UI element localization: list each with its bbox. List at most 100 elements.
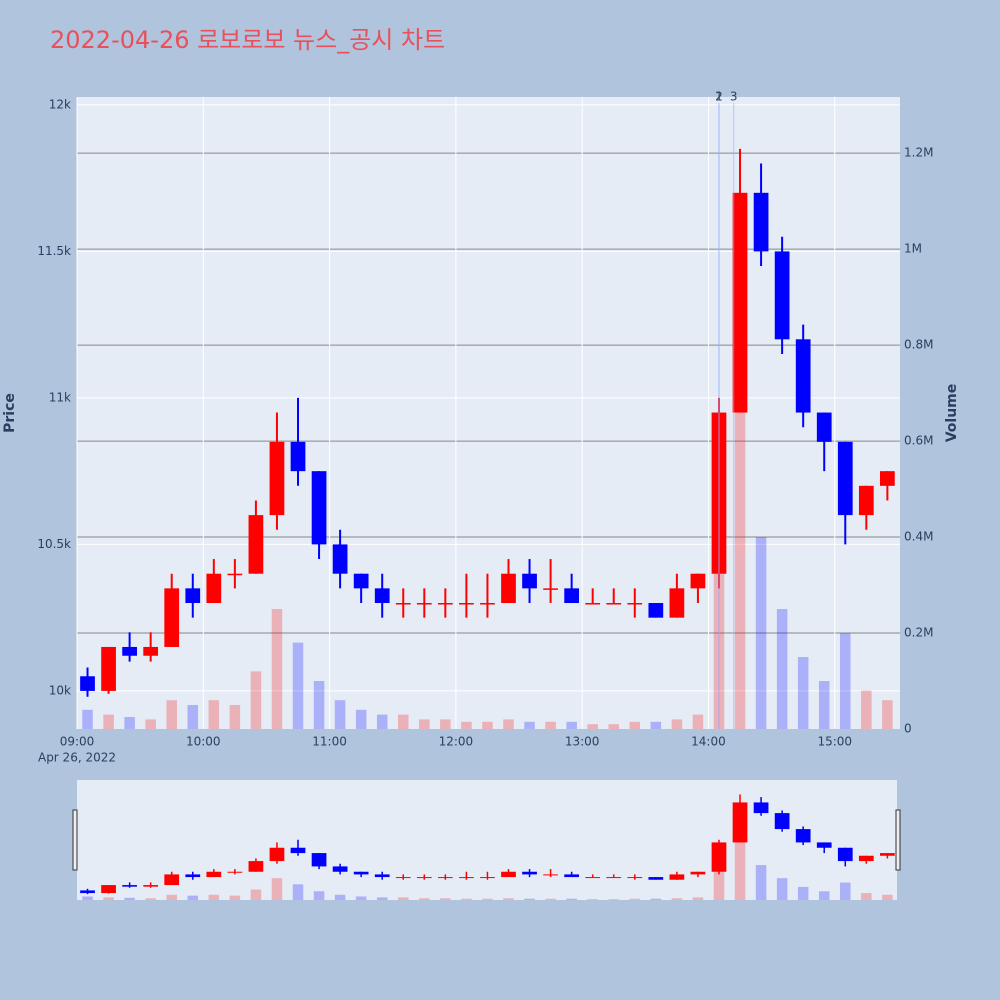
volume-bar <box>292 642 304 729</box>
candle-body <box>164 588 180 647</box>
slider-volume-bar <box>840 882 851 900</box>
slider-volume-bar <box>629 898 641 900</box>
slider-candle-body <box>185 874 201 878</box>
slider-volume-bar <box>355 896 367 900</box>
volume-bar <box>840 633 851 729</box>
slider-candle-body <box>606 877 622 879</box>
slider-volume-bar <box>755 865 767 900</box>
slider-volume-bar <box>671 898 683 900</box>
volume-bar <box>818 681 830 729</box>
slider-volume-bar <box>566 898 577 900</box>
slider-candle-body <box>101 885 116 894</box>
y2-axis-title: Volume <box>944 384 960 443</box>
volume-bar <box>271 609 283 729</box>
y-axis-title: Price <box>2 393 18 433</box>
candle-body <box>816 412 832 442</box>
candle-body <box>606 603 622 605</box>
candle-body <box>627 603 643 605</box>
volume-bar <box>208 700 220 729</box>
slider-volume-bar <box>292 884 304 900</box>
volume-bar <box>334 700 346 729</box>
candle-body <box>459 603 474 605</box>
slider-candle-body <box>690 871 706 875</box>
slider-candle-body <box>248 861 264 872</box>
candle-body <box>416 603 432 605</box>
candle-body <box>774 251 790 340</box>
annotation: 1 <box>715 90 723 104</box>
slider-candle-body <box>311 853 327 867</box>
slider-candle-body <box>522 871 537 875</box>
x-tick-label: 15:00 <box>817 735 852 749</box>
volume-bar <box>482 721 493 729</box>
volume-bar <box>776 609 788 729</box>
volume-bar <box>313 681 325 729</box>
volume-bar <box>882 700 893 729</box>
slider-volume-bar <box>313 891 325 900</box>
volume-bar <box>692 714 704 729</box>
y2-tick-label: 0.8M <box>904 338 933 352</box>
slider-handle[interactable] <box>895 809 901 871</box>
candle-body <box>690 573 706 589</box>
slider-volume-bar <box>797 886 809 900</box>
slider-volume-bar <box>587 899 598 900</box>
slider-candle-body <box>669 874 685 880</box>
volume-bar <box>124 717 135 729</box>
range-slider <box>77 780 897 900</box>
slider-candle-body <box>795 829 811 843</box>
slider-candle-body <box>880 853 895 856</box>
slider-candle-body <box>206 871 222 878</box>
chart-title: 2022-04-26 로보로보 뉴스_공시 차트 <box>50 26 445 54</box>
volume-bar <box>629 721 641 729</box>
slider-candle-body <box>269 847 285 862</box>
volume-bar <box>419 719 430 729</box>
x-tick-label: 10:00 <box>186 735 221 749</box>
candle-body <box>858 485 874 516</box>
slider-candle-body <box>122 885 137 887</box>
candle-body <box>543 588 558 590</box>
slider-handle[interactable] <box>72 809 78 871</box>
slider-volume-bar <box>818 891 830 900</box>
y-tick-label: 11k <box>49 390 71 404</box>
candle-body <box>101 646 116 691</box>
slider-volume-bar <box>397 897 409 900</box>
volume-bar <box>734 393 746 729</box>
candle-body <box>353 573 369 589</box>
slider-candle-body <box>816 842 832 848</box>
slider-volume-bar <box>124 897 135 900</box>
volume-bar <box>566 721 577 729</box>
candle-body <box>248 515 264 574</box>
slider-volume-bar <box>271 878 283 900</box>
y2-tick-label: 0.4M <box>904 530 933 544</box>
volume-bar <box>229 705 241 729</box>
x-tick-label: 09:00 <box>60 735 95 749</box>
slider-volume-bar <box>882 894 893 900</box>
slider-candle-body <box>543 874 558 876</box>
candle-body <box>374 588 390 604</box>
candle-body <box>795 339 811 413</box>
slider-candle-body <box>395 877 411 879</box>
slider-candle-body <box>627 877 643 879</box>
candle-body <box>501 573 516 604</box>
slider-candle-body <box>80 890 95 894</box>
volume-bar <box>82 709 93 729</box>
slider-candle-body <box>564 874 580 878</box>
candle-body <box>122 646 137 656</box>
volume-bar <box>755 537 767 729</box>
plot-area <box>77 97 900 729</box>
volume-bar <box>797 657 809 729</box>
slider-volume-bar <box>650 898 662 900</box>
volume-bar <box>355 709 367 729</box>
slider-candle-body <box>501 871 516 878</box>
y-tick-label: 11.5k <box>37 244 71 258</box>
candle-body <box>522 573 537 589</box>
x-tick-label: 11:00 <box>312 735 347 749</box>
slider-candle-body <box>164 874 180 886</box>
volume-bar <box>608 724 620 729</box>
slider-volume-bar <box>482 898 493 900</box>
slider-candle-body <box>837 847 853 862</box>
slider-candle-body <box>437 877 453 879</box>
slider-volume-bar <box>440 898 451 900</box>
volume-bar <box>461 721 472 729</box>
volume-bar <box>397 714 409 729</box>
slider-candle-body <box>416 877 432 879</box>
